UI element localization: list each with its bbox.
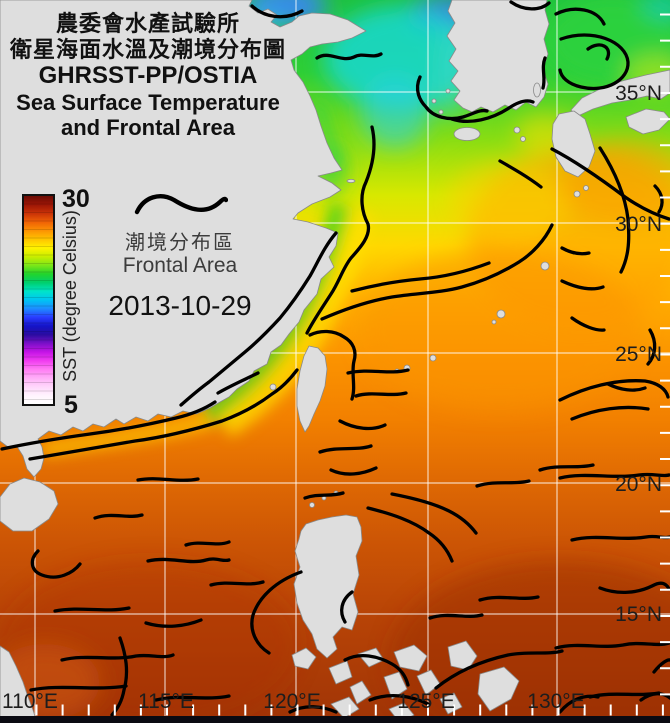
korea-peninsula [446,0,550,113]
frontal-area-label-zh: 潮境分布區 [125,232,235,254]
lon-label-120e: 120°E [263,690,320,713]
degree-ticks [35,13,670,716]
hainan-island [0,477,59,532]
title-block: 農委會水產試驗所 衛星海面水溫及潮境分布圖 GHRSST-PP/OSTIA Se… [0,11,296,141]
frontal-area-label-en: Frontal Area [122,254,238,277]
jeju-island [453,127,481,141]
shikoku [625,108,670,135]
lat-label-20n: 20°N [615,473,662,496]
lon-label-130e: 130°E [527,690,584,713]
title-zh-line1: 農委會水產試驗所 [55,11,240,36]
lon-label-110e: 110°E [2,690,58,713]
date-label: 2013-10-29 [108,290,252,321]
bottom-frame-bar [0,716,670,723]
taiwan-island [296,345,328,433]
colorbar-max-label: 30 [62,185,90,213]
colorbar [22,194,55,406]
lon-label-125e: 125°E [397,690,454,713]
lat-label-25n: 25°N [615,343,662,366]
title-en-line1: GHRSST-PP/OSTIA [38,62,258,90]
lat-label-15n: 15°N [615,603,662,626]
colorbar-min-label: 5 [64,391,78,419]
kyushu [551,110,596,178]
vietnam-coast [0,645,38,723]
coordinate-labels: 35°N 30°N 25°N 20°N 15°N 110°E 115°E 120… [2,82,662,713]
lat-label-30n: 30°N [615,213,662,236]
china-landmass [0,0,367,478]
wavy-line-icon [134,194,228,215]
lon-label-115e: 115°E [138,690,194,713]
title-en-line2: Sea Surface Temperature [16,89,280,115]
lat-label-35n: 35°N [615,82,662,105]
title-zh-line2: 衛星海面水溫及潮境分布圖 [9,36,286,62]
title-en-line3: and Frontal Area [61,115,235,141]
